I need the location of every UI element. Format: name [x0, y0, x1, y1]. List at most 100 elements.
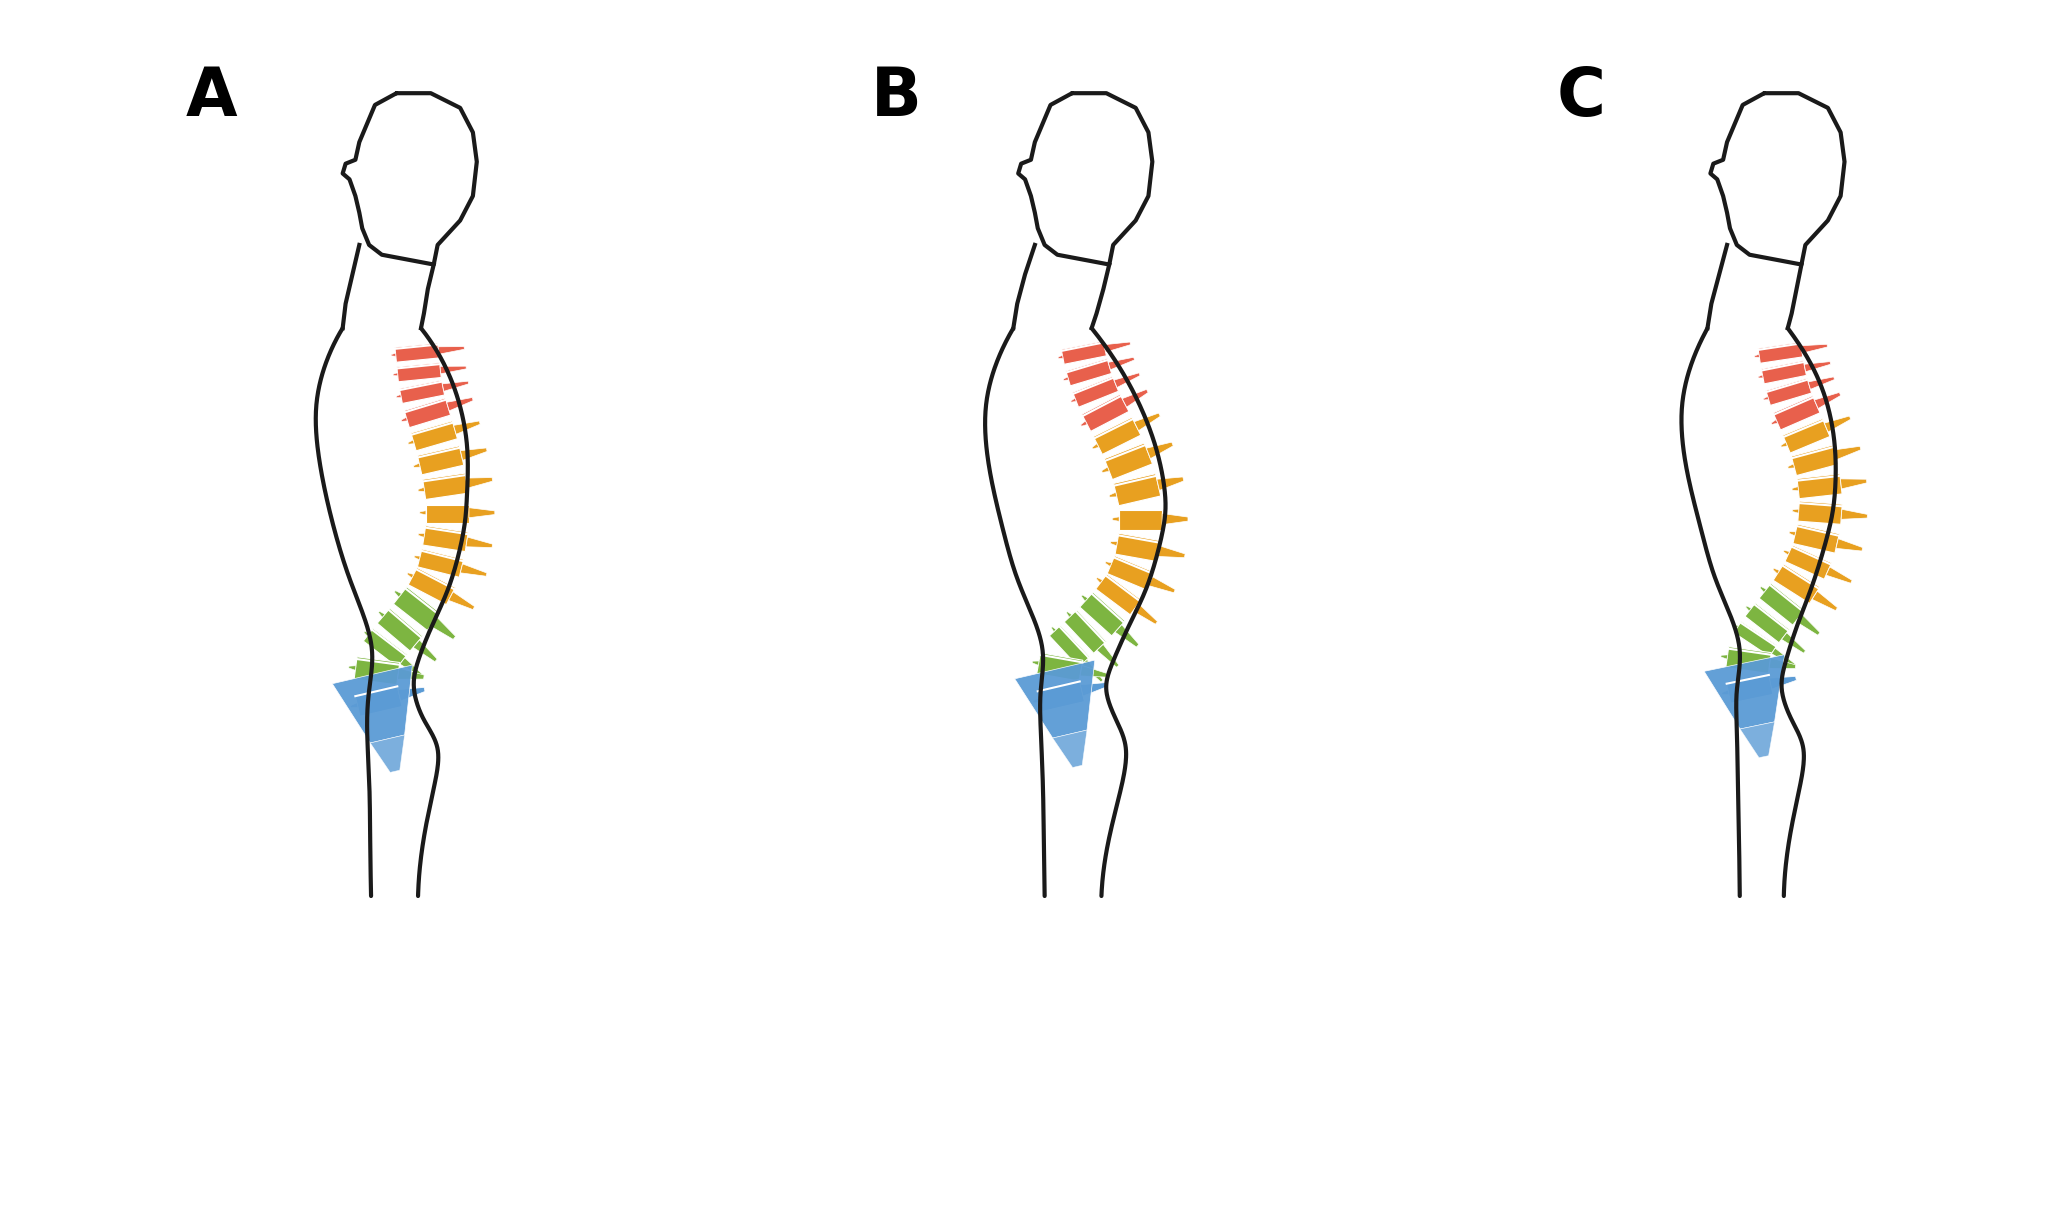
- Polygon shape: [467, 537, 493, 547]
- Polygon shape: [1065, 359, 1112, 386]
- Polygon shape: [1067, 612, 1071, 617]
- Polygon shape: [1783, 419, 1830, 453]
- Polygon shape: [1733, 621, 1776, 657]
- Polygon shape: [391, 354, 397, 356]
- Polygon shape: [1114, 473, 1162, 506]
- Polygon shape: [1114, 625, 1139, 647]
- Polygon shape: [417, 488, 424, 492]
- Polygon shape: [1104, 444, 1153, 479]
- Polygon shape: [469, 508, 495, 517]
- Polygon shape: [1016, 660, 1094, 738]
- Polygon shape: [1834, 446, 1861, 460]
- Polygon shape: [419, 511, 426, 515]
- Polygon shape: [378, 611, 384, 617]
- Polygon shape: [1793, 509, 1799, 514]
- Polygon shape: [1079, 593, 1125, 636]
- Polygon shape: [1826, 567, 1852, 583]
- Polygon shape: [1108, 357, 1135, 370]
- Polygon shape: [1836, 538, 1863, 551]
- Polygon shape: [1758, 342, 1803, 363]
- Polygon shape: [1815, 393, 1840, 409]
- Polygon shape: [1840, 479, 1867, 489]
- Polygon shape: [467, 478, 493, 488]
- Polygon shape: [1764, 397, 1768, 400]
- Polygon shape: [399, 381, 444, 403]
- Polygon shape: [370, 736, 405, 772]
- Polygon shape: [1811, 591, 1838, 611]
- Polygon shape: [1036, 679, 1084, 711]
- Polygon shape: [409, 568, 454, 605]
- Polygon shape: [397, 394, 401, 398]
- Polygon shape: [1065, 610, 1106, 653]
- Polygon shape: [440, 366, 467, 373]
- Polygon shape: [1754, 355, 1760, 357]
- Polygon shape: [1768, 658, 1795, 669]
- Polygon shape: [1807, 377, 1834, 389]
- Polygon shape: [395, 342, 440, 362]
- Polygon shape: [424, 526, 469, 552]
- Polygon shape: [1147, 442, 1174, 458]
- Polygon shape: [1092, 444, 1098, 448]
- Polygon shape: [1760, 586, 1766, 593]
- Polygon shape: [1801, 344, 1828, 354]
- Polygon shape: [1795, 614, 1820, 636]
- Text: B: B: [872, 64, 921, 129]
- Polygon shape: [1780, 442, 1787, 447]
- Polygon shape: [1793, 487, 1799, 490]
- Polygon shape: [1783, 551, 1789, 554]
- Polygon shape: [1118, 508, 1162, 530]
- Polygon shape: [1762, 361, 1807, 384]
- Polygon shape: [1793, 524, 1840, 553]
- Polygon shape: [413, 463, 419, 467]
- Polygon shape: [1108, 556, 1153, 590]
- Polygon shape: [461, 448, 487, 461]
- Polygon shape: [401, 418, 407, 421]
- Polygon shape: [424, 473, 469, 499]
- Polygon shape: [1162, 514, 1188, 525]
- Polygon shape: [1073, 376, 1118, 408]
- Text: A: A: [185, 64, 238, 129]
- Polygon shape: [1733, 625, 1737, 628]
- Polygon shape: [1104, 342, 1131, 352]
- Polygon shape: [1096, 644, 1118, 668]
- Polygon shape: [1096, 578, 1102, 583]
- Polygon shape: [1760, 584, 1805, 625]
- Polygon shape: [1783, 633, 1805, 653]
- Polygon shape: [1770, 676, 1797, 689]
- Polygon shape: [1133, 604, 1158, 625]
- Polygon shape: [333, 665, 413, 743]
- Text: C: C: [1556, 64, 1606, 129]
- Polygon shape: [399, 687, 426, 701]
- Polygon shape: [1704, 654, 1785, 729]
- Polygon shape: [1081, 394, 1129, 431]
- Polygon shape: [407, 440, 413, 445]
- Polygon shape: [1049, 626, 1090, 668]
- Polygon shape: [1094, 418, 1141, 455]
- Polygon shape: [1725, 647, 1772, 674]
- Polygon shape: [354, 657, 399, 685]
- Polygon shape: [1135, 413, 1160, 431]
- Polygon shape: [413, 639, 438, 662]
- Polygon shape: [446, 398, 473, 410]
- Polygon shape: [1158, 477, 1184, 490]
- Polygon shape: [1102, 467, 1108, 473]
- Polygon shape: [454, 421, 481, 435]
- Polygon shape: [1727, 673, 1772, 703]
- Polygon shape: [1797, 501, 1842, 525]
- Polygon shape: [417, 533, 424, 537]
- Polygon shape: [1036, 653, 1084, 681]
- Polygon shape: [430, 617, 456, 639]
- Polygon shape: [1158, 546, 1184, 558]
- Polygon shape: [461, 564, 487, 577]
- Polygon shape: [1081, 595, 1088, 601]
- Polygon shape: [438, 346, 465, 355]
- Polygon shape: [1805, 361, 1830, 372]
- Polygon shape: [413, 556, 419, 559]
- Polygon shape: [1739, 722, 1774, 758]
- Polygon shape: [1721, 655, 1727, 659]
- Polygon shape: [1772, 568, 1778, 574]
- Polygon shape: [1081, 421, 1088, 426]
- Polygon shape: [1766, 378, 1811, 405]
- Polygon shape: [1106, 562, 1112, 567]
- Polygon shape: [350, 665, 356, 670]
